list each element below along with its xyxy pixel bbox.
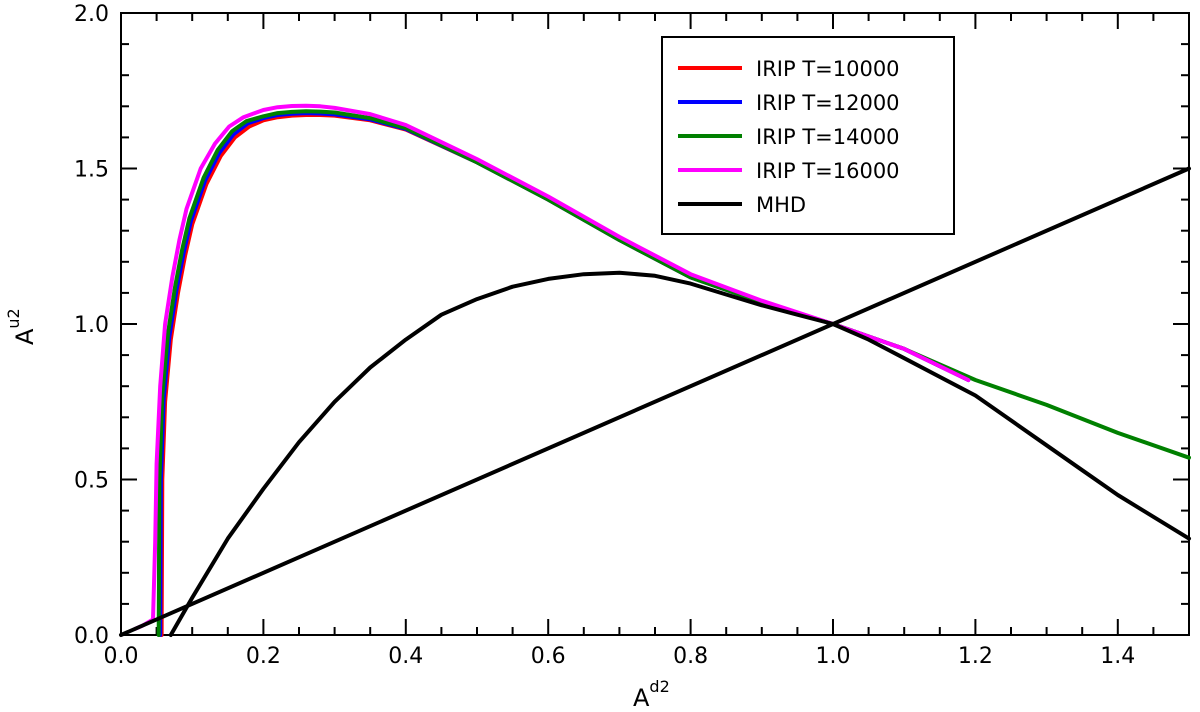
legend-label: IRIP T=12000 — [756, 91, 900, 115]
series-lines — [119, 103, 1191, 637]
x-tick-label: 0.4 — [388, 644, 423, 669]
legend-label: IRIP T=16000 — [756, 159, 900, 183]
legend-label: IRIP T=14000 — [756, 125, 900, 149]
x-tick-label: 0.2 — [246, 644, 281, 669]
x-tick-label: 1.4 — [1100, 644, 1135, 669]
legend-label: MHD — [756, 193, 806, 217]
legend-label: IRIP T=10000 — [756, 57, 900, 81]
series-line-mhd — [168, 270, 1191, 637]
x-tick-label: 1.0 — [816, 644, 851, 669]
y-tick-label: 2.0 — [74, 2, 109, 27]
x-axis-label: Ad2 — [633, 677, 670, 712]
y-tick-label: 0.5 — [74, 469, 109, 494]
series-line-irip-t-16000 — [133, 103, 971, 631]
y-tick-label: 1.5 — [74, 158, 109, 183]
x-tick-label: 1.2 — [958, 644, 993, 669]
x-tick-label: 0.8 — [673, 644, 708, 669]
x-tick-label: 0.6 — [531, 644, 566, 669]
legend: IRIP T=10000 IRIP T=12000 IRIP T=14000 IRIP… — [661, 36, 955, 235]
y-tick-label: 1.0 — [74, 313, 109, 338]
y-axis-label: Au2 — [4, 308, 39, 345]
y-tick-label: 0.0 — [74, 624, 109, 649]
x-tick-label: 0.0 — [104, 644, 139, 669]
reference-line — [119, 166, 1191, 637]
ticks: 0.0 0.2 0.4 0.6 0.8 1.0 1.2 1.4 0.0 0.5 1.0 1.5 2.0 — [74, 2, 1190, 669]
